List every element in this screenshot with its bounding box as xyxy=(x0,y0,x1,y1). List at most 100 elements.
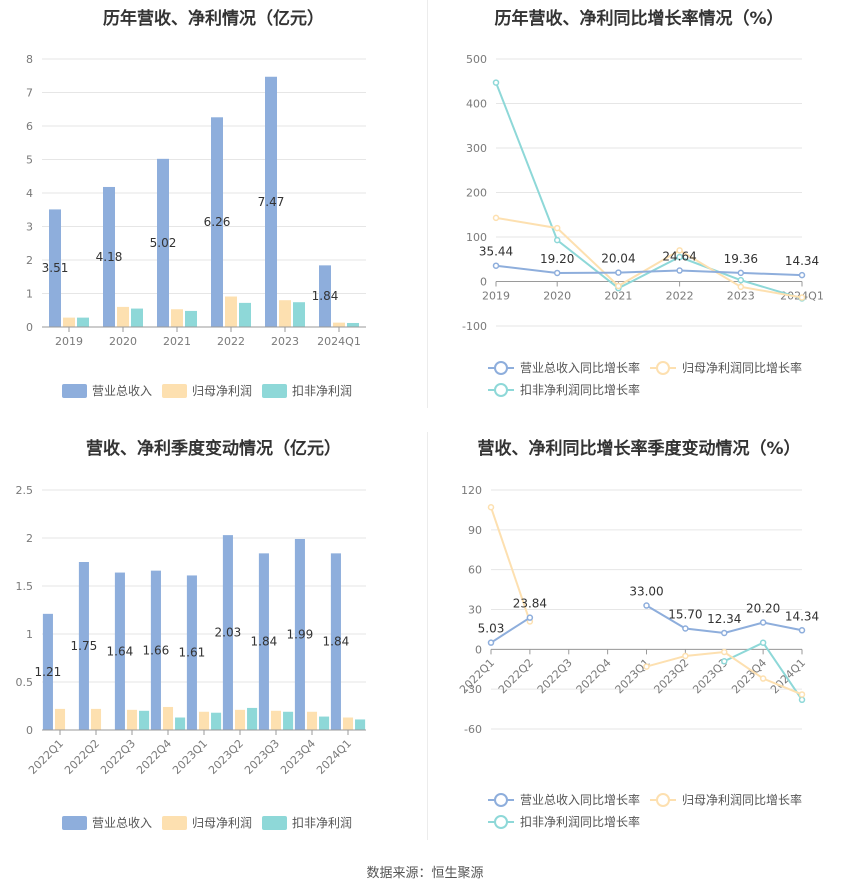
bar-revenue xyxy=(265,76,277,327)
bar-net-profit xyxy=(63,317,75,327)
bar-deducted-net-profit xyxy=(185,310,197,327)
x-tick-label: 2022Q2 xyxy=(496,656,536,696)
legend-swatch xyxy=(262,816,287,830)
bar-value-label: 1.99 xyxy=(287,627,314,641)
series-point xyxy=(759,675,767,682)
point-value-label: 12.34 xyxy=(707,612,741,626)
x-tick-label: 2019 xyxy=(482,290,510,303)
bar-net-profit xyxy=(279,300,291,327)
y-tick-label: 100 xyxy=(466,231,487,244)
legend-swatch-marker xyxy=(494,815,508,829)
legend-swatch-marker xyxy=(494,361,508,375)
legend-label: 扣非净利润 xyxy=(292,816,352,830)
y-tick-label: 1.5 xyxy=(16,580,34,593)
series-point xyxy=(676,267,683,274)
x-tick-label: 2023Q3 xyxy=(242,737,282,777)
series-line xyxy=(490,506,531,622)
point-value-label: 15.70 xyxy=(668,607,702,621)
y-tick-label: 500 xyxy=(466,53,487,66)
y-tick-label: 0 xyxy=(26,321,33,334)
bar-revenue xyxy=(49,209,61,327)
bar-value-label: 7.47 xyxy=(258,195,285,209)
series-point xyxy=(721,648,728,656)
quarterly-growth-panel: 营收、净利同比增长率季度变动情况（%） -60 -30 0 30 60 90 120 2022… xyxy=(428,430,850,850)
series-point xyxy=(615,282,622,290)
bar-revenue xyxy=(103,186,115,327)
series-point xyxy=(526,614,534,621)
bar-value-label: 2.03 xyxy=(215,626,242,640)
bar-deducted-net-profit xyxy=(239,302,251,327)
series-point xyxy=(737,276,745,284)
y-tick-label: 400 xyxy=(466,98,487,111)
bar-net-profit xyxy=(306,711,318,730)
quarterly-values-chart: 00.511.522.52022Q12022Q22022Q32022Q42023… xyxy=(16,484,366,830)
legend-label: 营业总收入同比增长率 xyxy=(520,792,640,807)
legend-swatch xyxy=(62,816,87,830)
quarterly-values-panel: 营收、净利季度变动情况（亿元） 0 0.5 1 1.5 2 2.5 2022Q1 2022Q2… xyxy=(0,430,427,850)
point-value-label: 20.04 xyxy=(601,252,635,266)
y-tick-label: -100 xyxy=(462,320,487,333)
bar-deducted-net-profit xyxy=(139,710,150,730)
panel-divider-top xyxy=(427,0,428,408)
series-line xyxy=(495,216,803,299)
bar-deducted-net-profit xyxy=(283,711,294,730)
y-tick-label: 2 xyxy=(26,532,33,545)
bar-net-profit xyxy=(225,296,237,327)
legend-swatch xyxy=(262,384,287,398)
y-tick-label: 8 xyxy=(26,53,33,66)
point-value-label: 24.64 xyxy=(662,250,696,264)
bar-revenue xyxy=(294,538,305,730)
bar-value-label: 1.84 xyxy=(312,289,339,303)
series-point xyxy=(798,691,806,698)
bar-net-profit xyxy=(342,717,354,730)
bar-revenue xyxy=(211,117,223,327)
y-tick-label: 2.5 xyxy=(16,484,34,497)
x-tick-label: 2020 xyxy=(109,335,137,348)
x-tick-label: 2024Q1 xyxy=(314,737,354,777)
x-tick-label: 2022Q4 xyxy=(574,656,614,696)
bar-revenue xyxy=(78,562,89,730)
chart-title: 历年营收、净利同比增长率情况（%） xyxy=(494,9,784,29)
y-tick-label: 1 xyxy=(26,288,33,301)
x-tick-label: 2024Q1 xyxy=(317,335,361,348)
series-point xyxy=(759,639,767,646)
x-tick-label: 2022Q3 xyxy=(98,737,138,777)
legend-label: 营业总收入 xyxy=(92,816,152,830)
bar-deducted-net-profit xyxy=(211,712,222,730)
bar-revenue xyxy=(157,158,169,327)
y-tick-label: 0 xyxy=(480,276,487,289)
point-value-label: 19.36 xyxy=(724,252,758,266)
bar-net-profit xyxy=(90,708,102,730)
legend-swatch xyxy=(162,384,187,398)
x-tick-label: 2023Q2 xyxy=(651,656,691,696)
bar-value-label: 4.18 xyxy=(96,250,123,264)
bar-value-label: 1.66 xyxy=(143,643,170,657)
x-tick-label: 2022 xyxy=(666,290,694,303)
x-tick-label: 2023Q2 xyxy=(206,737,246,777)
x-tick-label: 2023 xyxy=(271,335,299,348)
point-value-label: 23.84 xyxy=(513,597,547,611)
panel-divider-bottom xyxy=(427,432,428,840)
legend-swatch xyxy=(162,816,187,830)
y-tick-label: 1 xyxy=(26,628,33,641)
point-value-label: 19.20 xyxy=(540,252,574,266)
bar-deducted-net-profit xyxy=(77,317,89,327)
x-tick-label: 2023Q1 xyxy=(170,737,210,777)
point-value-label: 5.03 xyxy=(478,622,505,636)
y-tick-label: 0 xyxy=(475,643,482,656)
y-tick-label: 7 xyxy=(26,87,33,100)
y-tick-label: 0.5 xyxy=(16,676,34,689)
x-tick-label: 2021 xyxy=(604,290,632,303)
series-point xyxy=(553,224,561,232)
bar-value-label: 1.21 xyxy=(35,665,62,679)
y-tick-label: 90 xyxy=(468,524,482,537)
bar-value-label: 5.02 xyxy=(150,236,177,250)
x-tick-label: 2022 xyxy=(217,335,245,348)
series-point xyxy=(721,658,728,665)
legend-label: 归母净利润 xyxy=(192,384,252,398)
chart-title: 历年营收、净利情况（亿元） xyxy=(103,9,324,29)
series-point xyxy=(798,627,806,634)
x-tick-label: 2021 xyxy=(163,335,191,348)
legend-swatch-marker xyxy=(494,793,508,807)
chart-title: 营收、净利季度变动情况（亿元） xyxy=(86,439,341,459)
